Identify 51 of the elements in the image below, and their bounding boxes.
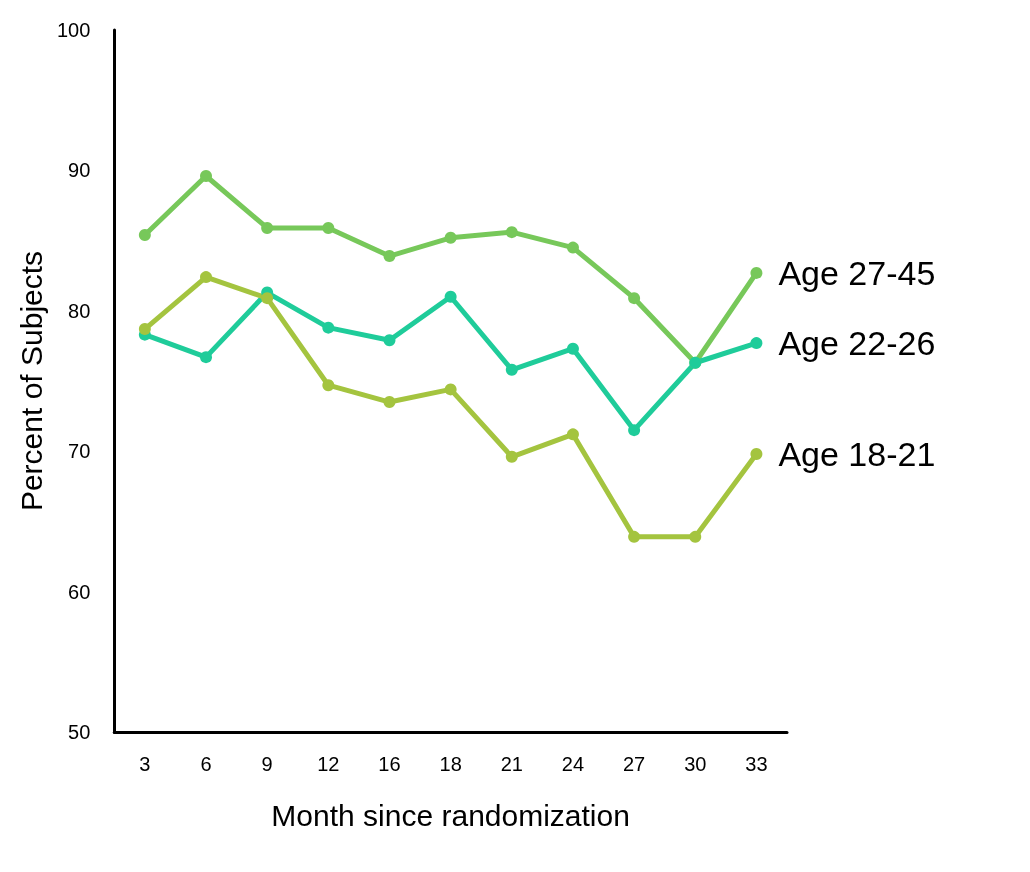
point (261, 292, 274, 305)
point (383, 250, 396, 263)
point (200, 351, 213, 364)
point (628, 424, 641, 437)
x-tick-label: 6 (200, 753, 212, 775)
x-tick-label: 3 (139, 753, 151, 775)
point (750, 266, 763, 279)
point (322, 379, 335, 392)
y-tick-label: 60 (68, 580, 91, 603)
point (200, 271, 213, 284)
x-tick-label: 30 (684, 753, 707, 775)
point (444, 383, 457, 396)
point (322, 221, 335, 234)
x-tick-label: 27 (622, 753, 646, 775)
y-tick-label: 80 (68, 299, 91, 322)
point (505, 226, 518, 239)
x-tick-label: 24 (561, 753, 585, 775)
point (750, 337, 763, 350)
point (628, 530, 641, 543)
x-tick-label: 16 (378, 753, 401, 775)
point (138, 323, 151, 336)
y-tick-label: 90 (68, 159, 91, 182)
series-label: Age 18-21 (778, 435, 936, 474)
point (566, 241, 579, 254)
point (566, 428, 579, 441)
point (750, 448, 763, 460)
point (628, 292, 641, 305)
x-tick-label: 18 (439, 753, 462, 775)
series-label: Age 22-26 (778, 324, 936, 363)
point (444, 231, 457, 244)
x-tick-label: 21 (500, 753, 523, 775)
y-axis-title: Percent of Subjects (14, 250, 48, 512)
point (322, 321, 335, 334)
point (444, 290, 457, 303)
x-tick-label: 12 (317, 753, 340, 775)
y-tick-label: 70 (68, 440, 91, 463)
x-tick-label: 9 (261, 753, 273, 775)
x-tick-label: 33 (745, 753, 768, 775)
x-axis-title: Month since randomization (271, 798, 630, 832)
y-tick-label: 100 (56, 19, 91, 41)
point (505, 450, 518, 463)
point (200, 170, 213, 183)
point (383, 396, 396, 409)
point (505, 363, 518, 376)
point (566, 342, 579, 355)
point (689, 530, 702, 543)
point (261, 221, 274, 234)
point (138, 228, 151, 241)
point (383, 334, 396, 347)
y-tick-label: 50 (68, 721, 91, 743)
series-label: Age 27-45 (778, 253, 936, 292)
